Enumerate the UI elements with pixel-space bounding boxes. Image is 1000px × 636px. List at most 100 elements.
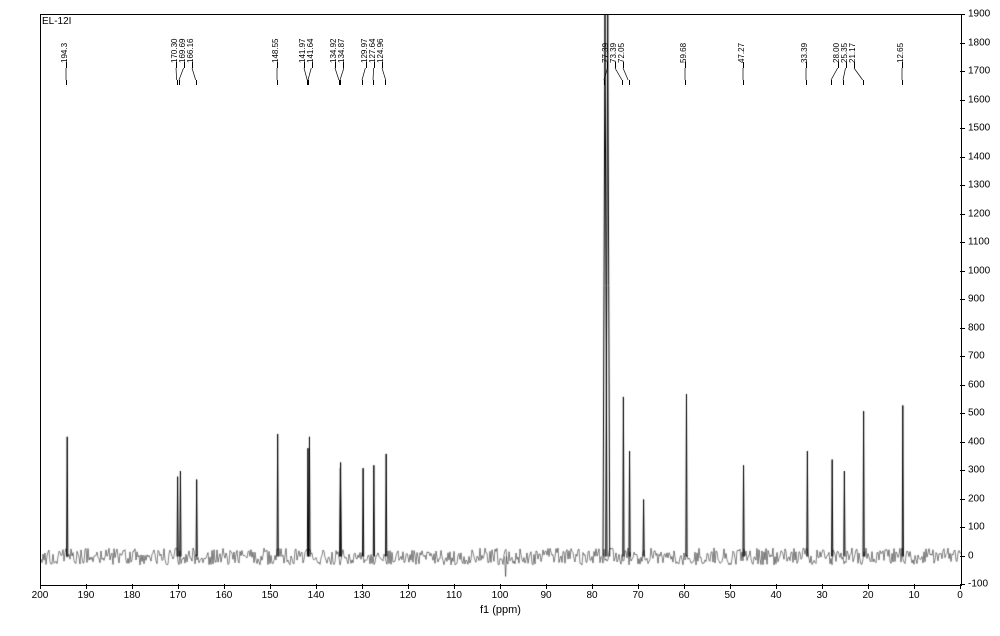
x-axis-title: f1 (ppm) (480, 604, 521, 616)
y-tick (960, 584, 965, 585)
peak-position-tick (385, 80, 386, 85)
y-tick (960, 356, 965, 357)
y-tick (960, 43, 965, 44)
peak-label: 141.64 (306, 39, 315, 63)
peak-position-tick (66, 80, 67, 85)
x-tick-label: 110 (446, 590, 462, 601)
x-tick (40, 584, 41, 589)
x-tick-label: 10 (908, 590, 919, 601)
x-tick (638, 584, 639, 589)
y-tick-label: 1200 (968, 208, 990, 219)
x-tick (270, 584, 271, 589)
y-tick-label: 600 (968, 379, 985, 390)
peak-position-tick (831, 80, 832, 85)
x-tick-label: 100 (492, 590, 509, 601)
y-tick (960, 242, 965, 243)
x-tick-label: 0 (957, 590, 963, 601)
x-tick (776, 584, 777, 589)
x-tick (730, 584, 731, 589)
y-tick (960, 385, 965, 386)
y-tick (960, 299, 965, 300)
nmr-spectrum-chart: EL-12I f1 (ppm) 010203040506070809010011… (10, 10, 990, 626)
y-tick-label: 1000 (968, 265, 990, 276)
x-tick-label: 130 (354, 590, 371, 601)
y-tick (960, 442, 965, 443)
peak-position-tick (806, 80, 807, 85)
peak-position-tick (196, 80, 197, 85)
x-tick-label: 140 (308, 590, 325, 601)
y-tick (960, 328, 965, 329)
x-tick (684, 584, 685, 589)
peak-position-tick (277, 80, 278, 85)
peak-label: 59.68 (679, 43, 688, 63)
y-tick-label: 1900 (968, 9, 990, 20)
peak-label: 166.16 (186, 39, 195, 63)
x-tick (178, 584, 179, 589)
x-tick-label: 50 (724, 590, 735, 601)
y-tick-label: 1300 (968, 180, 990, 191)
y-tick-label: 1800 (968, 37, 990, 48)
x-tick (132, 584, 133, 589)
peak-label: 12.65 (896, 43, 905, 63)
y-tick (960, 100, 965, 101)
peak-label: 134.87 (337, 39, 346, 63)
y-tick-label: 400 (968, 436, 985, 447)
x-tick-label: 120 (400, 590, 417, 601)
peak-position-tick (685, 80, 686, 85)
peak-position-tick (373, 80, 374, 85)
x-tick-label: 80 (586, 590, 597, 601)
x-tick-label: 40 (770, 590, 781, 601)
x-tick-label: 160 (216, 590, 233, 601)
y-tick-label: 800 (968, 322, 985, 333)
x-tick (546, 584, 547, 589)
x-tick (224, 584, 225, 589)
peak-position-tick (743, 80, 744, 85)
x-tick (362, 584, 363, 589)
y-tick-label: 700 (968, 351, 985, 362)
x-tick (316, 584, 317, 589)
y-tick (960, 470, 965, 471)
peak-label: 47.27 (737, 43, 746, 63)
peak-label: 21.17 (848, 43, 857, 63)
y-tick-label: 1400 (968, 151, 990, 162)
y-tick-label: 900 (968, 294, 985, 305)
y-tick (960, 214, 965, 215)
x-tick-label: 180 (124, 590, 141, 601)
peak-position-tick (340, 80, 341, 85)
x-tick (86, 584, 87, 589)
y-tick-label: -100 (968, 579, 988, 590)
y-tick-label: 1700 (968, 66, 990, 77)
y-tick (960, 499, 965, 500)
y-tick (960, 556, 965, 557)
y-tick (960, 157, 965, 158)
y-tick-label: 1500 (968, 123, 990, 134)
x-tick-label: 200 (32, 590, 49, 601)
y-tick (960, 14, 965, 15)
peak-position-tick (604, 80, 605, 85)
y-tick (960, 271, 965, 272)
x-tick (592, 584, 593, 589)
baseline-noise (41, 15, 961, 585)
y-tick (960, 185, 965, 186)
x-tick-label: 30 (816, 590, 827, 601)
peak-label: 124.96 (376, 39, 385, 63)
peak-position-tick (843, 80, 844, 85)
peak-position-tick (629, 80, 630, 85)
x-tick-label: 170 (170, 590, 187, 601)
y-tick-label: 1600 (968, 94, 990, 105)
x-tick-label: 90 (540, 590, 551, 601)
y-tick-label: 200 (968, 493, 985, 504)
peak-position-tick (362, 80, 363, 85)
x-tick-label: 60 (678, 590, 689, 601)
x-tick (500, 584, 501, 589)
y-tick-label: 1100 (968, 237, 990, 248)
x-tick-label: 70 (632, 590, 643, 601)
x-tick (868, 584, 869, 589)
y-tick (960, 128, 965, 129)
y-tick (960, 527, 965, 528)
x-tick-label: 20 (862, 590, 873, 601)
y-tick (960, 413, 965, 414)
peak-label: 33.39 (800, 43, 809, 63)
x-tick-label: 190 (78, 590, 95, 601)
peak-label: 194.3 (60, 43, 69, 63)
